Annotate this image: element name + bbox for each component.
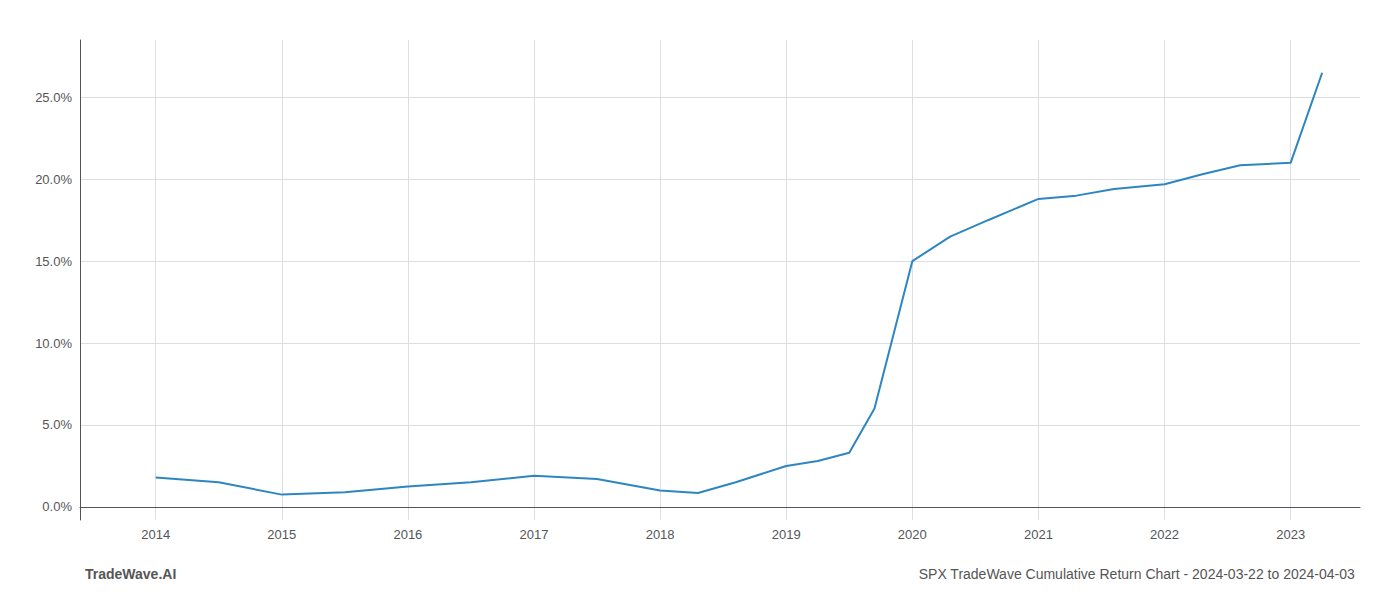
svg-text:2015: 2015 [267, 527, 296, 542]
svg-text:2020: 2020 [898, 527, 927, 542]
svg-text:10.0%: 10.0% [35, 336, 72, 351]
svg-text:2017: 2017 [520, 527, 549, 542]
svg-text:2019: 2019 [772, 527, 801, 542]
svg-text:25.0%: 25.0% [35, 90, 72, 105]
svg-text:2023: 2023 [1276, 527, 1305, 542]
svg-text:2021: 2021 [1024, 527, 1053, 542]
svg-text:5.0%: 5.0% [42, 417, 72, 432]
svg-text:15.0%: 15.0% [35, 254, 72, 269]
svg-text:TradeWave.AI: TradeWave.AI [85, 566, 176, 582]
svg-text:SPX TradeWave Cumulative Retur: SPX TradeWave Cumulative Return Chart - … [919, 566, 1355, 582]
svg-text:20.0%: 20.0% [35, 172, 72, 187]
svg-text:2016: 2016 [393, 527, 422, 542]
svg-text:2018: 2018 [646, 527, 675, 542]
svg-text:0.0%: 0.0% [42, 499, 72, 514]
svg-text:2022: 2022 [1150, 527, 1179, 542]
svg-text:2014: 2014 [141, 527, 170, 542]
